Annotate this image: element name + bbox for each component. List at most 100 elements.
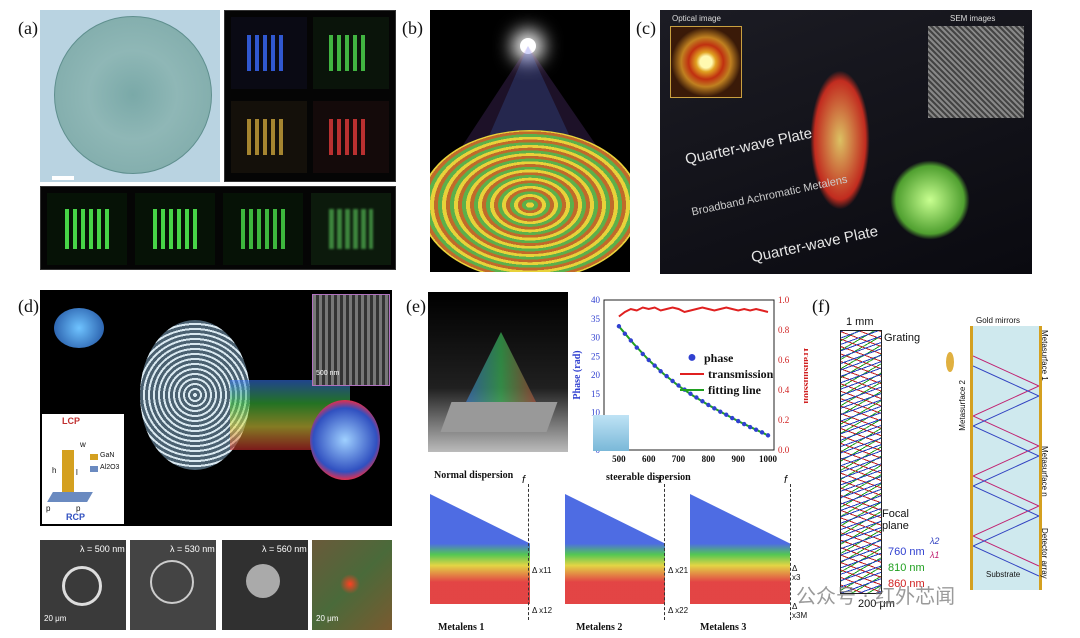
p1-label: p (46, 504, 51, 513)
image-sphere (310, 400, 380, 480)
nm810-label: 810 nm (888, 562, 925, 574)
dx3-label: Δ x3 (792, 564, 801, 582)
legend-phase: ● phase (687, 349, 734, 366)
y-left-tick-label: 20 (591, 370, 601, 380)
y-left-tick-label: 25 (591, 351, 601, 361)
panel-b-label: (b) (402, 18, 423, 38)
panel-f-label: (f) (812, 296, 830, 316)
nm860-label: 860 nm (888, 578, 925, 590)
watermark: 公众号 · 红外芯闻 (796, 584, 956, 608)
focal-spot (520, 38, 536, 54)
detector-array-label: Detector array (1040, 528, 1049, 579)
y-left-tick-label: 40 (591, 295, 601, 305)
lambda2-label: λ2 (930, 536, 940, 546)
y-right-tick-label: 0.4 (778, 385, 790, 395)
phase-point (664, 373, 669, 379)
tile-yellow (231, 101, 307, 173)
phase-point (670, 378, 675, 384)
phase-point (700, 399, 705, 404)
x-tick-label: 500 (612, 454, 626, 464)
lcp-label: LCP (62, 416, 80, 426)
width-label: 1 mm (846, 316, 874, 328)
focal-plane-label: Focal plane (882, 508, 909, 532)
nanopillar-array (430, 130, 630, 272)
chart-axes: 40353025201510501.00.80.60.40.20.0500600… (572, 295, 808, 464)
sem-images-label: SEM images (950, 14, 996, 23)
metasurface-1-label: Metasurface 1 (1040, 330, 1049, 381)
phase-point (634, 345, 640, 350)
y-right-tick-label: 1.0 (778, 295, 790, 305)
w-label: w (80, 440, 86, 449)
source-lens (946, 352, 954, 372)
p2-label: p (76, 504, 81, 513)
substrate-block (47, 492, 93, 502)
metasurface-stack (970, 326, 1042, 590)
phase-point (736, 418, 741, 424)
panel-e-label: (e) (406, 296, 426, 316)
phase-point (622, 331, 628, 336)
tile-blue (231, 17, 307, 89)
metalens-2-beams (565, 494, 665, 604)
steerable-dispersion-label: steerable dispersion (606, 472, 691, 483)
micro-img-color: 20 μm (312, 540, 392, 630)
x-tick-label: 600 (642, 454, 656, 464)
x-tick-label: 700 (672, 454, 686, 464)
y-left-tick-label: 30 (591, 333, 601, 343)
resolution-chart-row (40, 186, 396, 270)
quarter-wave-plate-1-label: Quarter-wave Plate (683, 124, 814, 169)
phase-point (712, 406, 717, 411)
dx12-label: Δ x12 (532, 606, 553, 615)
chart-legend: ● phase transmission fitting line (680, 349, 773, 398)
tile-green (313, 17, 389, 89)
nanopillar-inset (593, 415, 629, 451)
sem-inset (312, 294, 390, 386)
phase-point (759, 430, 765, 435)
y-right-tick-label: 0.6 (778, 355, 790, 365)
legend-transmission: transmission (680, 366, 773, 382)
phase-point (747, 424, 753, 430)
nm760-label: 760 nm (888, 546, 925, 558)
focal-f-3: f (784, 474, 788, 486)
x-tick-label: 800 (702, 454, 716, 464)
y-right-tick-label: 0.0 (778, 445, 790, 455)
substrate-label: Substrate (986, 570, 1021, 579)
micro-img-560: λ = 560 nm (222, 540, 308, 630)
x-tick-label: 1000 (759, 454, 778, 464)
y-left-tick-label: 15 (591, 389, 601, 399)
x-tick-label: 900 (731, 454, 745, 464)
achromatic-system: Optical image SEM images Quarter-wave Pl… (660, 10, 1032, 274)
phase-point (718, 409, 723, 414)
scale-bar (52, 176, 74, 180)
tile-red (313, 101, 389, 173)
metasurface-2-label: Metasurface 2 (958, 380, 967, 431)
quarter-wave-plate-2-label: Quarter-wave Plate (749, 222, 880, 267)
microscope-images-row: λ = 500 nm 20 μm λ = 530 nm λ = 560 nm 2… (40, 540, 392, 630)
legend-fit: fitting line (680, 382, 773, 398)
h-label: h (52, 466, 57, 475)
y-left-tick-label: 35 (591, 314, 601, 324)
phase-point (640, 351, 645, 357)
micro-img-530: λ = 530 nm (130, 540, 216, 630)
phase-point (646, 357, 651, 363)
steerable-metalens-render (428, 292, 568, 452)
dx11-label: Δ x11 (532, 566, 552, 575)
phase-point (688, 391, 693, 396)
phase-point (741, 421, 747, 427)
scale-200um-label: 200 μm (858, 598, 895, 610)
normal-dispersion-label: Normal dispersion (434, 470, 514, 481)
al2o3-label: Al2O3 (100, 464, 120, 471)
dx3m-label: Δ x3M (792, 602, 808, 620)
metalens-3-beams (690, 494, 790, 604)
metalens-1-beams (430, 494, 530, 604)
gan-label: GaN (100, 452, 115, 459)
gold-mirrors-label: Gold mirrors (976, 316, 1021, 325)
metalens-photo (40, 10, 220, 182)
phase-point (652, 363, 657, 368)
dx21-label: Δ x21 (668, 566, 689, 575)
metalens-disc (54, 16, 212, 174)
optical-image-label: Optical image (672, 14, 721, 23)
phase-point (616, 324, 622, 329)
rcp-label: RCP (66, 512, 86, 522)
metalens-1-label: Metalens 1 (438, 622, 485, 633)
folded-spectrometer (840, 330, 882, 594)
